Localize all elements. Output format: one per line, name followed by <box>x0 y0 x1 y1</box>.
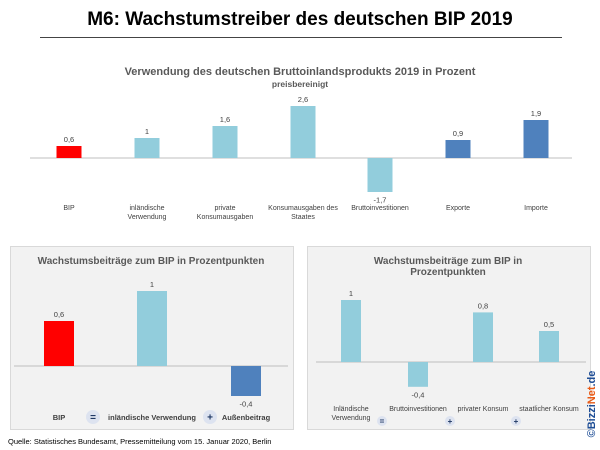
chart-1-category-label-4: Bruttoinvestitionen <box>351 205 409 212</box>
chart-1-category-label-2: private Konsumausgaben <box>197 205 254 221</box>
chart-2-category-label-0-line-0: BIP <box>53 413 66 422</box>
chart-2-category-label-1: inländische Verwendung <box>108 413 196 422</box>
chart-1-value-label-1: 1 <box>145 127 149 136</box>
chart-2-operator-circle-1 <box>203 410 217 424</box>
chart-2-bar-1 <box>137 291 167 366</box>
chart-1-category-label-6: Importe <box>524 205 548 212</box>
chart-1-title: Verwendung des deutschen Bruttoinlandspr… <box>124 66 476 78</box>
brand-prefix: ©Bizzi <box>586 404 598 438</box>
chart-1-category-label-6-line-0: Importe <box>524 205 548 212</box>
chart-1-category-label-2-line-1: Konsumausgaben <box>197 214 254 221</box>
chart-3-category-label-1: Bruttoinvestitionen <box>389 406 447 413</box>
chart-1-value-label-3: 2,6 <box>298 95 308 104</box>
chart-3-value-label-3: 0,5 <box>544 320 554 329</box>
chart-1-category-label-5-line-0: Exporte <box>446 205 470 212</box>
chart-1-value-label-2: 1,6 <box>220 115 230 124</box>
chart-3-operator-circle-1 <box>445 416 455 426</box>
chart-1-category-label-2-line-0: private <box>214 205 235 212</box>
chart-3-value-label-1: -0,4 <box>412 390 425 399</box>
chart-1-value-label-4: -1,7 <box>374 196 387 205</box>
chart-1-value-label-5: 0,9 <box>453 129 463 138</box>
chart-1-category-label-3-line-0: Konsumausgaben des <box>268 205 338 212</box>
brand-highlight: Net <box>586 386 598 405</box>
chart-3-bar-3 <box>539 331 559 362</box>
chart-2-value-label-2: -0,4 <box>240 400 253 409</box>
chart-3-title-line-1: Wachstumsbeiträge zum BIP in <box>373 256 523 267</box>
chart-3-category-label-0: Inländische Verwendung <box>332 406 371 422</box>
chart-3-operator-circle-2 <box>511 416 521 426</box>
chart-3-category-label-2: privater Konsum <box>458 406 509 413</box>
chart-3-category-label-0-line-0: Inländische <box>333 406 369 413</box>
chart-1-bar-0 <box>56 146 82 158</box>
source-note: Quelle: Statistisches Bundesamt, Pressem… <box>8 437 272 446</box>
chart-1-category-label-0-line-0: BIP <box>63 205 75 212</box>
chart-1-category-label-3: Konsumausgaben des Staates <box>268 205 338 221</box>
chart-3-title-line-2: Prozentpunkten <box>410 267 486 278</box>
chart-3-bar-0 <box>341 300 361 362</box>
chart-1-category-label-1-line-1: Verwendung <box>128 214 167 221</box>
chart-3-category-label-3: staatlicher Konsum <box>519 406 579 413</box>
chart-1-category-label-4-line-0: Bruttoinvestitionen <box>351 205 409 212</box>
chart-1-bar-3 <box>290 106 316 158</box>
chart-1-bar-2 <box>212 126 238 158</box>
chart-1-value-label-6: 1,9 <box>531 109 541 118</box>
chart-3-category-label-1-line-0: Bruttoinvestitionen <box>389 406 447 413</box>
chart-2-bar-0 <box>44 321 74 366</box>
chart-2-category-label-0: BIP <box>53 413 66 422</box>
chart-3-operator-0: = <box>380 417 385 426</box>
chart-2-category-label-2-line-0: Außenbeitrag <box>222 413 271 422</box>
chart-3-operator-2: + <box>514 417 519 426</box>
title-divider <box>40 37 562 38</box>
chart-1-bar-6 <box>523 120 549 158</box>
chart-3-category-label-0-line-1: Verwendung <box>332 415 371 422</box>
chart-2-operator-0: = <box>90 413 96 424</box>
chart-3-bar-1 <box>408 362 428 387</box>
chart-3-value-label-0: 1 <box>349 289 353 298</box>
chart-1-category-label-0: BIP <box>63 205 75 212</box>
chart-3-value-label-2: 0,8 <box>478 301 488 310</box>
brand-logo: ©BizziNet.de <box>582 370 600 440</box>
chart-2-title: Wachstumsbeiträge zum BIP in Prozentpunk… <box>37 256 265 267</box>
page-title: M6: Wachstumstreiber des deutschen BIP 2… <box>87 9 513 30</box>
chart-2-value-label-1: 1 <box>150 280 154 289</box>
chart-1-category-label-1: inländische Verwendung <box>128 205 167 221</box>
chart-1-category-label-5: Exporte <box>446 205 470 212</box>
chart-2-operator-1: + <box>207 413 213 424</box>
chart-1-value-label-0: 0,6 <box>64 135 74 144</box>
chart-2-category-label-1-line-0: inländische Verwendung <box>108 413 196 422</box>
chart-1-plot: 0,6 BIP 1 inländische Verwendung 1,6 private Ko… <box>30 95 572 221</box>
chart-3-category-label-3-line-0: staatlicher Konsum <box>519 406 579 413</box>
chart-1-bar-5 <box>445 140 471 158</box>
chart-3-operator-circle-0 <box>377 416 387 426</box>
chart-2-value-label-0: 0,6 <box>54 310 64 319</box>
chart-1-category-label-3-line-1: Staates <box>291 214 315 221</box>
chart-1-category-label-1-line-0: inländische <box>129 205 164 212</box>
chart-3-bar-2 <box>473 312 493 362</box>
chart-2-bar-2 <box>231 366 261 396</box>
chart-1-subtitle: preisbereinigt <box>271 79 329 89</box>
chart-3-category-label-2-line-0: privater Konsum <box>458 406 509 413</box>
chart-2-category-label-2: Außenbeitrag <box>222 413 271 422</box>
chart-3-title: Wachstumsbeiträge zum BIP in Prozentpunk… <box>311 256 585 278</box>
chart-1-bar-1 <box>134 138 160 158</box>
chart-3-operator-1: + <box>448 417 453 426</box>
chart-2-operator-circle-0 <box>86 410 100 424</box>
brand-suffix: .de <box>586 370 598 387</box>
chart-1-bar-4 <box>367 158 393 192</box>
